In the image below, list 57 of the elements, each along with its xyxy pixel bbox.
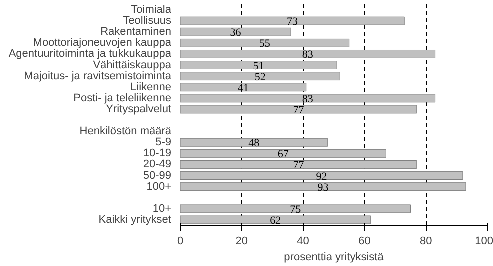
y-tick-label: 10+ [152, 202, 172, 215]
y-tick-label: Agentuuritoiminta ja tukkukauppa [8, 48, 172, 60]
y-tick-label: Rakentaminen [100, 26, 172, 38]
data-label: 48 [248, 138, 260, 150]
data-label: 67 [278, 148, 290, 161]
data-label: 83 [302, 93, 314, 106]
y-tick-label: 50-99 [143, 170, 172, 182]
bar [180, 72, 340, 81]
data-label: 93 [318, 182, 330, 194]
data-label: 52 [254, 71, 266, 84]
bar [180, 182, 466, 192]
bar [180, 160, 418, 169]
bar [180, 105, 418, 114]
bar [180, 38, 350, 48]
y-tick-label: 100+ [146, 180, 172, 193]
bar [180, 172, 464, 180]
data-label: 51 [253, 60, 264, 72]
x-tick-label: 40 [297, 236, 310, 248]
data-label: 36 [230, 27, 242, 40]
data-label: 75 [290, 204, 302, 216]
y-tick-label: Liikenne [130, 81, 172, 94]
data-label: 62 [270, 214, 282, 227]
bar [180, 216, 372, 224]
bar [180, 16, 405, 26]
y-tick-label: Majoitus- ja ravitsemistoiminta [24, 70, 172, 82]
bar [180, 138, 328, 147]
y-tick-label: Moottoriajoneuvojen kauppa [33, 37, 172, 50]
data-label: 77 [293, 160, 305, 172]
y-tick-label: Vähittäiskauppa [93, 59, 172, 72]
y-tick-label: Kaikki yritykset [98, 214, 172, 226]
x-tick-label: 20 [236, 236, 248, 248]
y-tick-label: 10-19 [143, 148, 172, 160]
data-label: 73 [287, 16, 299, 28]
data-label: 55 [259, 38, 271, 50]
bar [180, 61, 338, 70]
bar [180, 83, 307, 92]
data-label: 92 [316, 170, 328, 183]
y-tick-label: 20-49 [143, 158, 172, 171]
x-axis-title: prosenttia yrityksistä [284, 252, 385, 264]
x-tick-label: 80 [420, 236, 432, 248]
data-label: 41 [238, 82, 249, 94]
y-tick-label: Teollisuus [123, 15, 172, 28]
y-tick-label: Henkilöstön määrä [80, 126, 172, 138]
x-tick-label: 60 [358, 236, 371, 248]
y-tick-label: Yrityspalvelut [106, 103, 172, 116]
bar [180, 149, 386, 158]
y-tick-label: Toimiala [131, 4, 172, 16]
data-label: 77 [293, 104, 305, 116]
bar [180, 50, 436, 58]
data-label: 83 [302, 49, 314, 62]
bar [180, 204, 411, 214]
bar [180, 94, 436, 103]
y-tick-label: Posti- ja teleliikenne [74, 92, 172, 104]
bar [180, 28, 292, 36]
y-tick-label: 5-9 [156, 136, 172, 149]
x-tick-label: 0 [177, 236, 184, 248]
x-tick-label: 100 [475, 236, 493, 248]
